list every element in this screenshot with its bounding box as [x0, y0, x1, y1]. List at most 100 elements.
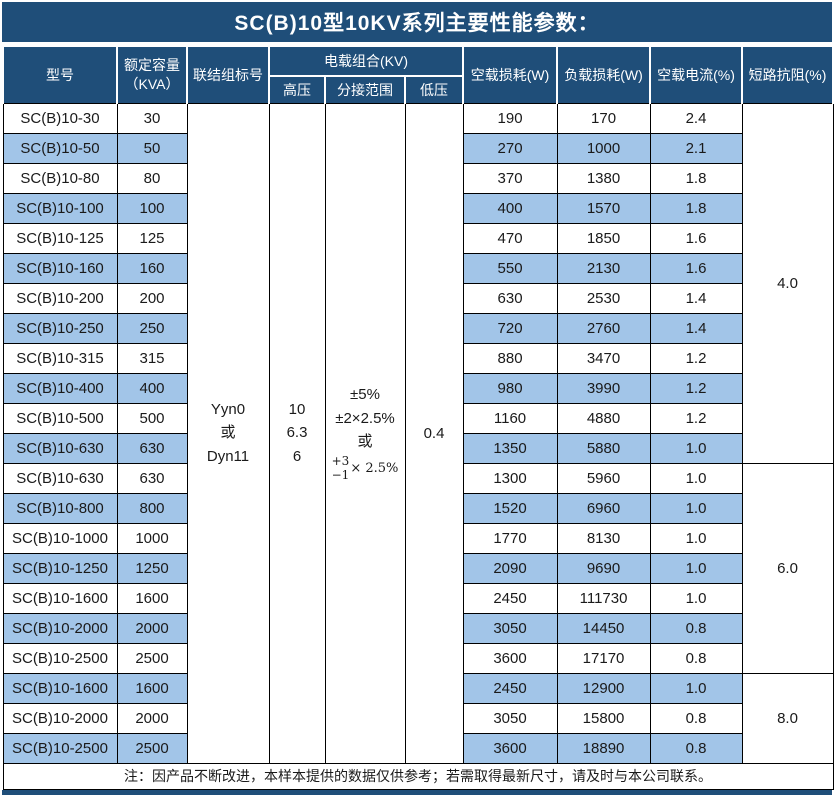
- header-capacity: 额定容量 （KVA）: [116, 45, 188, 104]
- capacity-cell: 1000: [116, 522, 188, 554]
- no-load-loss-cell: 550: [462, 252, 558, 284]
- tap-line: 或: [357, 432, 373, 450]
- header-tap-range: 分接范围: [324, 75, 406, 104]
- spec-table: 型号 额定容量 （KVA） 联结组标号 电载组合(KV) 空载损耗(W) 负载损…: [2, 45, 834, 790]
- impedance-group-cell: 4.0: [741, 102, 834, 464]
- table-row: SC(B)10-1000 1000 1770 8130 1.0: [2, 522, 833, 554]
- table-row: SC(B)10-1250 1250 2090 9690 1.0: [2, 552, 833, 584]
- no-load-loss-cell: 720: [462, 312, 558, 344]
- capacity-cell: 2000: [116, 612, 188, 644]
- model-cell: SC(B)10-250: [2, 312, 118, 344]
- table-row: SC(B)10-630 630 1300 5960 1.0 6.0: [2, 462, 834, 674]
- no-load-current-cell: 1.0: [649, 582, 743, 614]
- tap-range-cell: ±5% ±2×2.5% 或 +3 −1 × 2.5%: [324, 102, 406, 764]
- load-loss-cell: 2760: [556, 312, 651, 344]
- table-row: SC(B)10-800 800 1520 6960 1.0: [2, 492, 833, 524]
- table-body: SC(B)10-30 30 Yyn0 或 Dyn11 10 6.3 6 ±5% …: [2, 102, 834, 764]
- bottom-accent-bar: [2, 789, 832, 795]
- no-load-current-cell: 0.8: [649, 642, 743, 674]
- capacity-cell: 630: [116, 462, 188, 494]
- connection-cell: Yyn0 或 Dyn11: [186, 102, 270, 764]
- no-load-loss-cell: 980: [462, 372, 558, 404]
- capacity-cell: 1600: [116, 672, 188, 704]
- header-capacity-line2: （KVA）: [124, 75, 180, 92]
- no-load-loss-cell: 190: [462, 102, 558, 134]
- no-load-current-cell: 0.8: [649, 612, 743, 644]
- load-loss-cell: 8130: [556, 522, 651, 554]
- no-load-loss-cell: 470: [462, 222, 558, 254]
- no-load-loss-cell: 2090: [462, 552, 558, 584]
- no-load-current-cell: 1.0: [649, 522, 743, 554]
- tap-formula-suffix: × 2.5%: [350, 461, 399, 477]
- header-model: 型号: [2, 45, 118, 104]
- no-load-current-cell: 0.8: [649, 702, 743, 734]
- table-row: SC(B)10-80 80 370 1380 1.8: [2, 162, 833, 194]
- no-load-loss-cell: 2450: [462, 582, 558, 614]
- connection-line: Yyn0: [210, 401, 246, 419]
- no-load-current-cell: 1.6: [649, 252, 743, 284]
- connection-line: 或: [220, 424, 236, 442]
- header-no-load-loss: 空载损耗(W): [462, 45, 559, 104]
- model-cell: SC(B)10-630: [2, 462, 118, 494]
- tap-formula-fraction: +3 −1: [331, 454, 350, 483]
- no-load-current-cell: 2.1: [649, 132, 743, 164]
- capacity-cell: 2000: [116, 702, 188, 734]
- model-cell: SC(B)10-800: [2, 492, 118, 524]
- no-load-loss-cell: 3050: [462, 702, 558, 734]
- capacity-cell: 2500: [116, 732, 188, 764]
- capacity-cell: 400: [116, 372, 188, 404]
- no-load-current-cell: 1.8: [649, 192, 743, 224]
- load-loss-cell: 1380: [556, 162, 651, 194]
- model-cell: SC(B)10-1600: [2, 672, 118, 704]
- no-load-current-cell: 1.6: [649, 222, 743, 254]
- table-row: SC(B)10-30 30 Yyn0 或 Dyn11 10 6.3 6 ±5% …: [2, 102, 834, 764]
- model-cell: SC(B)10-50: [2, 132, 118, 164]
- table-header: 型号 额定容量 （KVA） 联结组标号 电载组合(KV) 空载损耗(W) 负载损…: [2, 45, 834, 104]
- capacity-cell: 1250: [116, 552, 188, 584]
- no-load-loss-cell: 270: [462, 132, 558, 164]
- header-hv: 高压: [268, 75, 326, 104]
- no-load-loss-cell: 1520: [462, 492, 558, 524]
- header-voltage-group: 电载组合(KV): [267, 45, 465, 77]
- table-row: SC(B)10-2500 2500 3600 17170 0.8: [2, 642, 833, 674]
- hv-line: 6.3: [286, 424, 308, 442]
- page-title: SC(B)10型10KV系列主要性能参数：: [2, 2, 832, 42]
- model-cell: SC(B)10-200: [2, 282, 118, 314]
- load-loss-cell: 3990: [556, 372, 651, 404]
- header-connection: 联结组标号: [186, 45, 270, 104]
- tap-formula-bottom: −1: [331, 467, 350, 482]
- tap-formula: +3 −1 × 2.5%: [326, 454, 404, 483]
- no-load-loss-cell: 1160: [462, 402, 558, 434]
- load-loss-cell: 5960: [556, 462, 651, 494]
- table-row: SC(B)10-2000 2000 3050 14450 0.8: [2, 612, 833, 644]
- hv-cell: 10 6.3 6: [268, 102, 326, 764]
- no-load-current-cell: 1.4: [649, 282, 743, 314]
- no-load-current-cell: 1.0: [649, 432, 743, 464]
- capacity-cell: 500: [116, 402, 188, 434]
- model-cell: SC(B)10-315: [2, 342, 118, 374]
- model-cell: SC(B)10-125: [2, 222, 118, 254]
- no-load-current-cell: 1.0: [649, 672, 743, 704]
- no-load-current-cell: 1.0: [649, 552, 743, 584]
- capacity-cell: 630: [116, 432, 188, 464]
- table-row: SC(B)10-500 500 1160 4880 1.2: [2, 402, 833, 434]
- model-cell: SC(B)10-630: [2, 432, 118, 464]
- hv-line: 10: [288, 401, 306, 419]
- no-load-loss-cell: 1350: [462, 432, 558, 464]
- capacity-cell: 1600: [116, 582, 188, 614]
- load-loss-cell: 14450: [556, 612, 651, 644]
- load-loss-cell: 9690: [556, 552, 651, 584]
- model-cell: SC(B)10-2000: [2, 612, 118, 644]
- model-cell: SC(B)10-2500: [2, 642, 118, 674]
- no-load-loss-cell: 370: [462, 162, 558, 194]
- tap-formula-top: +3: [331, 454, 350, 469]
- model-cell: SC(B)10-1600: [2, 582, 118, 614]
- capacity-cell: 160: [116, 252, 188, 284]
- capacity-cell: 50: [116, 132, 188, 164]
- capacity-cell: 250: [116, 312, 188, 344]
- model-cell: SC(B)10-2000: [2, 702, 118, 734]
- no-load-loss-cell: 1770: [462, 522, 558, 554]
- no-load-current-cell: 1.8: [649, 162, 743, 194]
- header-load-loss: 负载损耗(W): [556, 45, 652, 104]
